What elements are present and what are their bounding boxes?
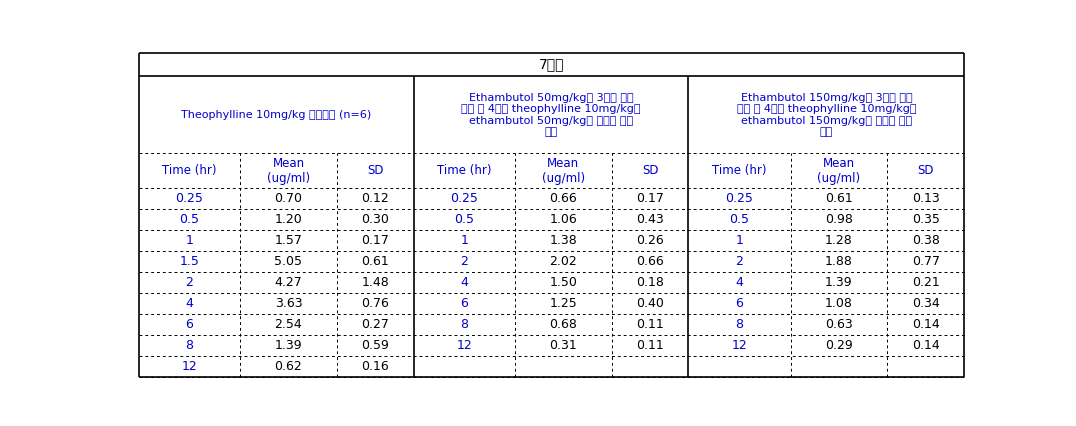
Text: 1.5: 1.5 [180, 255, 199, 268]
Text: 0.40: 0.40 [636, 297, 664, 310]
Text: 1.20: 1.20 [274, 213, 302, 226]
Text: 0.27: 0.27 [362, 318, 390, 331]
Text: 0.68: 0.68 [550, 318, 578, 331]
Text: 0.70: 0.70 [274, 192, 302, 205]
Text: 1.57: 1.57 [274, 234, 302, 247]
Text: 2: 2 [461, 255, 468, 268]
Text: SD: SD [641, 164, 659, 177]
Text: 0.98: 0.98 [825, 213, 852, 226]
Text: 4.27: 4.27 [274, 276, 302, 289]
Text: 0.11: 0.11 [636, 340, 664, 352]
Text: 12: 12 [732, 340, 748, 352]
Text: 1.48: 1.48 [362, 276, 388, 289]
Text: 0.21: 0.21 [911, 276, 939, 289]
Text: SD: SD [367, 164, 383, 177]
Text: 0.31: 0.31 [550, 340, 578, 352]
Text: 8: 8 [736, 318, 744, 331]
Text: 0.25: 0.25 [725, 192, 753, 205]
Text: 6: 6 [185, 318, 194, 331]
Text: 0.5: 0.5 [730, 213, 750, 226]
Text: 4: 4 [461, 276, 468, 289]
Text: Time (hr): Time (hr) [712, 164, 767, 177]
Text: 4: 4 [736, 276, 744, 289]
Text: 0.61: 0.61 [362, 255, 388, 268]
Text: 0.14: 0.14 [911, 318, 939, 331]
Text: 8: 8 [185, 340, 194, 352]
Text: 0.43: 0.43 [636, 213, 664, 226]
Text: 2: 2 [736, 255, 744, 268]
Text: 0.16: 0.16 [362, 360, 388, 374]
Text: 12: 12 [456, 340, 472, 352]
Text: 0.62: 0.62 [274, 360, 302, 374]
Text: 0.5: 0.5 [180, 213, 199, 226]
Text: 0.13: 0.13 [911, 192, 939, 205]
Text: 0.29: 0.29 [825, 340, 852, 352]
Text: 4: 4 [185, 297, 194, 310]
Text: 1: 1 [461, 234, 468, 247]
Text: 0.77: 0.77 [911, 255, 939, 268]
Text: 0.25: 0.25 [175, 192, 203, 205]
Text: 0.59: 0.59 [362, 340, 390, 352]
Text: 1.50: 1.50 [550, 276, 578, 289]
Text: 0.66: 0.66 [550, 192, 578, 205]
Text: 0.14: 0.14 [911, 340, 939, 352]
Text: 1.38: 1.38 [550, 234, 578, 247]
Text: 0.12: 0.12 [362, 192, 388, 205]
Text: 0.34: 0.34 [911, 297, 939, 310]
Text: Ethambutol 50mg/kg를 3일간 반복
투여 후 4일째 theophylline 10mg/kg와
ethambutol 50mg/kg를 동시: Ethambutol 50mg/kg를 3일간 반복 투여 후 4일째 theo… [462, 92, 641, 137]
Text: 2.02: 2.02 [550, 255, 578, 268]
Text: 0.66: 0.66 [636, 255, 664, 268]
Text: 0.63: 0.63 [825, 318, 852, 331]
Text: 2.54: 2.54 [274, 318, 302, 331]
Text: Mean
(ug/ml): Mean (ug/ml) [267, 157, 310, 185]
Text: 0.26: 0.26 [636, 234, 664, 247]
Text: 2: 2 [185, 276, 194, 289]
Text: 1.39: 1.39 [825, 276, 852, 289]
Text: 1.88: 1.88 [825, 255, 852, 268]
Text: 0.25: 0.25 [451, 192, 479, 205]
Text: 0.17: 0.17 [636, 192, 664, 205]
Text: Mean
(ug/ml): Mean (ug/ml) [542, 157, 585, 185]
Text: 5.05: 5.05 [274, 255, 302, 268]
Text: Ethambutol 150mg/kg를 3일간 반복
투여 후 4일째 theophylline 10mg/kg와
ethambutol 150mg/kg를 : Ethambutol 150mg/kg를 3일간 반복 투여 후 4일째 the… [737, 92, 916, 137]
Text: 0.18: 0.18 [636, 276, 664, 289]
Text: 1: 1 [736, 234, 744, 247]
Text: 0.76: 0.76 [362, 297, 390, 310]
Text: Time (hr): Time (hr) [162, 164, 216, 177]
Text: 1: 1 [185, 234, 194, 247]
Text: 0.30: 0.30 [362, 213, 390, 226]
Text: SD: SD [918, 164, 934, 177]
Text: 8: 8 [461, 318, 468, 331]
Text: 6: 6 [736, 297, 744, 310]
Text: 6: 6 [461, 297, 468, 310]
Text: Mean
(ug/ml): Mean (ug/ml) [817, 157, 861, 185]
Text: 12: 12 [182, 360, 197, 374]
Text: 0.11: 0.11 [636, 318, 664, 331]
Text: 1.25: 1.25 [550, 297, 578, 310]
Text: 0.61: 0.61 [825, 192, 852, 205]
Text: 0.35: 0.35 [911, 213, 939, 226]
Text: 0.17: 0.17 [362, 234, 390, 247]
Text: 1.28: 1.28 [825, 234, 852, 247]
Text: 1.06: 1.06 [550, 213, 578, 226]
Text: 7주령: 7주령 [539, 58, 564, 72]
Text: 1.08: 1.08 [825, 297, 852, 310]
Text: 0.38: 0.38 [911, 234, 939, 247]
Text: 1.39: 1.39 [274, 340, 302, 352]
Text: Time (hr): Time (hr) [437, 164, 492, 177]
Text: 0.5: 0.5 [454, 213, 475, 226]
Text: 3.63: 3.63 [274, 297, 302, 310]
Text: Theophylline 10mg/kg 경구투여 (n=6): Theophylline 10mg/kg 경구투여 (n=6) [181, 110, 371, 120]
